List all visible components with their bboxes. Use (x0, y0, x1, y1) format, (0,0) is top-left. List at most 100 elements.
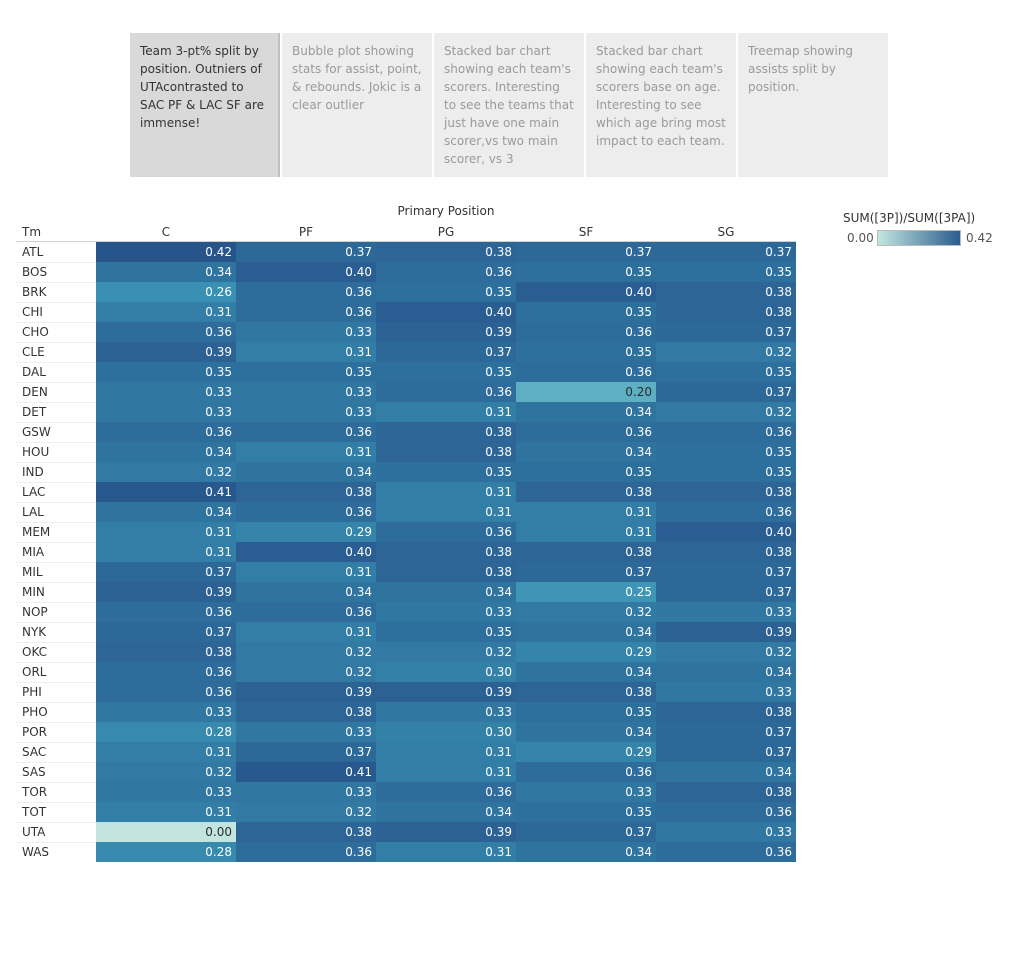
heatmap-cell-brk-sg[interactable]: 0.38 (656, 282, 796, 302)
heatmap-cell-okc-pg[interactable]: 0.32 (376, 642, 516, 662)
heatmap-cell-mia-sg[interactable]: 0.38 (656, 542, 796, 562)
heatmap-cell-orl-sg[interactable]: 0.34 (656, 662, 796, 682)
heatmap-cell-den-sf[interactable]: 0.20 (516, 382, 656, 402)
heatmap-cell-mem-c[interactable]: 0.31 (96, 522, 236, 542)
heatmap-cell-sac-pf[interactable]: 0.37 (236, 742, 376, 762)
heatmap-cell-chi-c[interactable]: 0.31 (96, 302, 236, 322)
heatmap-cell-chi-sf[interactable]: 0.35 (516, 302, 656, 322)
story-point-team-3pt-split[interactable]: Team 3-pt% split by position. Outniers o… (130, 33, 280, 177)
heatmap-cell-lac-pg[interactable]: 0.31 (376, 482, 516, 502)
heatmap-cell-dal-pg[interactable]: 0.35 (376, 362, 516, 382)
heatmap-cell-min-sf[interactable]: 0.25 (516, 582, 656, 602)
heatmap-cell-nop-pf[interactable]: 0.36 (236, 602, 376, 622)
heatmap-cell-gsw-pf[interactable]: 0.36 (236, 422, 376, 442)
heatmap-cell-sas-pf[interactable]: 0.41 (236, 762, 376, 782)
heatmap-cell-mem-pf[interactable]: 0.29 (236, 522, 376, 542)
heatmap-cell-hou-sf[interactable]: 0.34 (516, 442, 656, 462)
heatmap-cell-det-sf[interactable]: 0.34 (516, 402, 656, 422)
heatmap-cell-chi-pf[interactable]: 0.36 (236, 302, 376, 322)
heatmap-cell-tor-sg[interactable]: 0.38 (656, 782, 796, 802)
heatmap-cell-pho-sg[interactable]: 0.38 (656, 702, 796, 722)
heatmap-cell-atl-sf[interactable]: 0.37 (516, 242, 656, 262)
heatmap-cell-hou-pf[interactable]: 0.31 (236, 442, 376, 462)
heatmap-cell-mil-sg[interactable]: 0.37 (656, 562, 796, 582)
heatmap-cell-uta-sg[interactable]: 0.33 (656, 822, 796, 842)
heatmap-cell-okc-sg[interactable]: 0.32 (656, 642, 796, 662)
heatmap-cell-sac-c[interactable]: 0.31 (96, 742, 236, 762)
heatmap-cell-min-pf[interactable]: 0.34 (236, 582, 376, 602)
heatmap-cell-uta-sf[interactable]: 0.37 (516, 822, 656, 842)
heatmap-cell-lac-c[interactable]: 0.41 (96, 482, 236, 502)
heatmap-cell-hou-sg[interactable]: 0.35 (656, 442, 796, 462)
heatmap-cell-mil-c[interactable]: 0.37 (96, 562, 236, 582)
heatmap-cell-mem-sf[interactable]: 0.31 (516, 522, 656, 542)
heatmap-cell-ind-sf[interactable]: 0.35 (516, 462, 656, 482)
heatmap-cell-tor-pg[interactable]: 0.36 (376, 782, 516, 802)
heatmap-cell-gsw-sf[interactable]: 0.36 (516, 422, 656, 442)
heatmap-cell-det-pf[interactable]: 0.33 (236, 402, 376, 422)
heatmap-cell-pho-pg[interactable]: 0.33 (376, 702, 516, 722)
heatmap-cell-was-sf[interactable]: 0.34 (516, 842, 656, 862)
heatmap-cell-tot-pf[interactable]: 0.32 (236, 802, 376, 822)
heatmap-cell-min-sg[interactable]: 0.37 (656, 582, 796, 602)
heatmap-cell-cho-sg[interactable]: 0.37 (656, 322, 796, 342)
story-point-bubble-plot[interactable]: Bubble plot showing stats for assist, po… (282, 33, 432, 177)
heatmap-cell-det-pg[interactable]: 0.31 (376, 402, 516, 422)
heatmap-cell-tor-c[interactable]: 0.33 (96, 782, 236, 802)
heatmap-cell-sac-sg[interactable]: 0.37 (656, 742, 796, 762)
heatmap-cell-mem-sg[interactable]: 0.40 (656, 522, 796, 542)
heatmap-cell-cho-c[interactable]: 0.36 (96, 322, 236, 342)
heatmap-cell-pho-sf[interactable]: 0.35 (516, 702, 656, 722)
heatmap-cell-cle-c[interactable]: 0.39 (96, 342, 236, 362)
heatmap-cell-bos-sf[interactable]: 0.35 (516, 262, 656, 282)
heatmap-cell-atl-pg[interactable]: 0.38 (376, 242, 516, 262)
heatmap-cell-brk-pf[interactable]: 0.36 (236, 282, 376, 302)
heatmap-cell-phi-pg[interactable]: 0.39 (376, 682, 516, 702)
heatmap-cell-okc-c[interactable]: 0.38 (96, 642, 236, 662)
heatmap-cell-gsw-pg[interactable]: 0.38 (376, 422, 516, 442)
heatmap-cell-sas-sf[interactable]: 0.36 (516, 762, 656, 782)
heatmap-cell-cle-pg[interactable]: 0.37 (376, 342, 516, 362)
heatmap-cell-cle-sf[interactable]: 0.35 (516, 342, 656, 362)
heatmap-cell-mem-pg[interactable]: 0.36 (376, 522, 516, 542)
heatmap-cell-tor-sf[interactable]: 0.33 (516, 782, 656, 802)
heatmap-cell-brk-c[interactable]: 0.26 (96, 282, 236, 302)
heatmap-cell-bos-c[interactable]: 0.34 (96, 262, 236, 282)
heatmap-cell-gsw-c[interactable]: 0.36 (96, 422, 236, 442)
heatmap-cell-por-sf[interactable]: 0.34 (516, 722, 656, 742)
heatmap-cell-orl-pg[interactable]: 0.30 (376, 662, 516, 682)
heatmap-cell-was-c[interactable]: 0.28 (96, 842, 236, 862)
heatmap-cell-mia-sf[interactable]: 0.38 (516, 542, 656, 562)
heatmap-cell-bos-sg[interactable]: 0.35 (656, 262, 796, 282)
heatmap-cell-den-sg[interactable]: 0.37 (656, 382, 796, 402)
heatmap-cell-gsw-sg[interactable]: 0.36 (656, 422, 796, 442)
heatmap-cell-lal-sg[interactable]: 0.36 (656, 502, 796, 522)
heatmap-cell-mia-c[interactable]: 0.31 (96, 542, 236, 562)
heatmap-cell-chi-sg[interactable]: 0.38 (656, 302, 796, 322)
heatmap-cell-dal-sf[interactable]: 0.36 (516, 362, 656, 382)
story-point-stacked-scorers[interactable]: Stacked bar chart showing each team's sc… (434, 33, 584, 177)
heatmap-cell-brk-sf[interactable]: 0.40 (516, 282, 656, 302)
heatmap-cell-mil-sf[interactable]: 0.37 (516, 562, 656, 582)
heatmap-cell-hou-pg[interactable]: 0.38 (376, 442, 516, 462)
heatmap-cell-cho-sf[interactable]: 0.36 (516, 322, 656, 342)
heatmap-cell-bos-pf[interactable]: 0.40 (236, 262, 376, 282)
heatmap-cell-lac-sf[interactable]: 0.38 (516, 482, 656, 502)
heatmap-cell-hou-c[interactable]: 0.34 (96, 442, 236, 462)
heatmap-cell-phi-c[interactable]: 0.36 (96, 682, 236, 702)
heatmap-cell-orl-pf[interactable]: 0.32 (236, 662, 376, 682)
heatmap-cell-tot-c[interactable]: 0.31 (96, 802, 236, 822)
heatmap-cell-phi-sf[interactable]: 0.38 (516, 682, 656, 702)
heatmap-cell-uta-pf[interactable]: 0.38 (236, 822, 376, 842)
heatmap-cell-por-pf[interactable]: 0.33 (236, 722, 376, 742)
heatmap-cell-nyk-c[interactable]: 0.37 (96, 622, 236, 642)
heatmap-cell-dal-pf[interactable]: 0.35 (236, 362, 376, 382)
heatmap-cell-phi-pf[interactable]: 0.39 (236, 682, 376, 702)
heatmap-cell-atl-sg[interactable]: 0.37 (656, 242, 796, 262)
heatmap-cell-lal-c[interactable]: 0.34 (96, 502, 236, 522)
heatmap-cell-tor-pf[interactable]: 0.33 (236, 782, 376, 802)
heatmap-cell-was-pf[interactable]: 0.36 (236, 842, 376, 862)
heatmap-cell-pho-c[interactable]: 0.33 (96, 702, 236, 722)
heatmap-cell-nop-c[interactable]: 0.36 (96, 602, 236, 622)
heatmap-cell-dal-c[interactable]: 0.35 (96, 362, 236, 382)
